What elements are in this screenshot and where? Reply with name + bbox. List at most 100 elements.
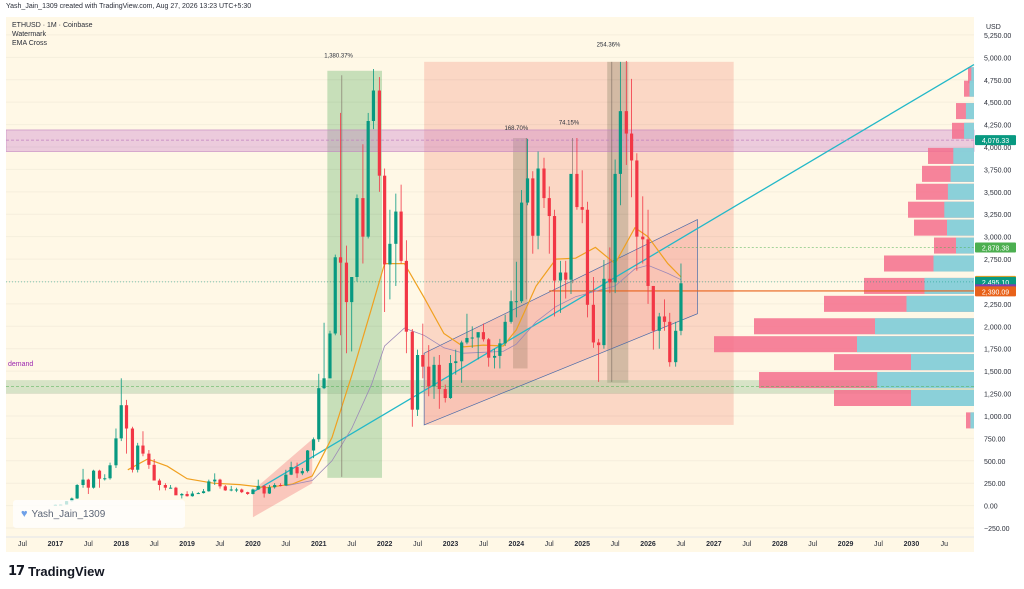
price-tick-label: 3,000.00 [984, 235, 1011, 242]
price-tag-label: 2,495.10 [982, 280, 1009, 287]
time-tick-label: Jul [676, 541, 685, 548]
candle-body [618, 111, 622, 174]
candle-body [404, 260, 408, 332]
volume-profile-bar-up [933, 255, 974, 272]
candle-body [421, 355, 425, 367]
candle-body [624, 111, 628, 134]
price-tick-label: 3,750.00 [984, 167, 1011, 174]
price-tick-label: 2,250.00 [984, 302, 1011, 309]
candle-body [130, 428, 135, 470]
volume-profile-bar-up [875, 318, 974, 335]
price-tag-label: 2,390.09 [982, 289, 1009, 296]
candle-body [262, 485, 266, 494]
candle-body [141, 445, 145, 454]
tradingview-logo[interactable]: 17 TradingView [8, 562, 104, 580]
measure-percent-label: 74.15% [559, 121, 580, 127]
volume-profile-bar-up [969, 80, 974, 97]
candle-body [394, 211, 398, 244]
volume-profile-bar-up [947, 183, 974, 200]
watermark-indicator-label: Watermark [12, 31, 46, 38]
candle-body [157, 480, 162, 485]
candle-body [273, 485, 277, 488]
time-tick-label: Jul [611, 541, 620, 548]
price-tick-label: 3,500.00 [984, 190, 1011, 197]
price-tick-label: 4,750.00 [984, 78, 1011, 85]
candle-body [147, 453, 151, 465]
candle-body [169, 487, 173, 489]
candle-body [333, 257, 337, 334]
time-tick-label: 2026 [640, 541, 656, 548]
chart-caption: Yash_Jain_1309 created with TradingView.… [6, 3, 252, 10]
candle-body [251, 489, 255, 494]
price-tick-label: 3,250.00 [984, 212, 1011, 219]
candle-body [668, 321, 672, 363]
time-tick-label: 2024 [509, 541, 525, 548]
candle-body [81, 479, 85, 485]
author-watermark-text: Yash_Jain_1309 [31, 508, 106, 520]
volume-profile-bar-up [956, 237, 974, 254]
price-tick-label: 2,750.00 [984, 257, 1011, 264]
candle-body [207, 481, 211, 492]
candle-body [344, 262, 349, 303]
time-tick-label: 2022 [377, 541, 393, 548]
volume-profile-bar-up [947, 219, 974, 236]
time-tick-label: Jul [545, 541, 554, 548]
volume-profile-bar-up [924, 277, 974, 294]
price-tick-label: 5,000.00 [984, 55, 1011, 62]
candle-body [246, 492, 250, 494]
candle-body [86, 479, 90, 488]
time-tick-label: Ju [941, 541, 949, 548]
candle-body [465, 337, 469, 343]
volume-profile-bar-up [950, 165, 974, 182]
candle-body [503, 321, 507, 344]
candle-body [234, 489, 239, 491]
price-tag-badge [975, 242, 1016, 253]
candle-body [432, 364, 436, 387]
candle-body [114, 438, 118, 466]
volume-profile-bar-up [857, 336, 974, 353]
time-tick-label: 2028 [772, 541, 788, 548]
ema-series-line [127, 226, 682, 489]
measure-percent-label: 168.70% [504, 126, 528, 132]
time-tick-label: 2021 [311, 541, 327, 548]
price-tag-badge [975, 286, 1016, 297]
time-tick-label: Jul [808, 541, 817, 548]
price-tick-label: 4,000.00 [984, 145, 1011, 152]
candle-body [97, 470, 102, 479]
candle-body [213, 479, 217, 482]
volume-profile-bar-up [944, 201, 974, 218]
candle-body [547, 198, 551, 217]
candle-body [388, 243, 392, 265]
candle-body [520, 202, 524, 302]
candle-body [284, 474, 288, 486]
candle-body [443, 389, 447, 399]
candle-body [383, 175, 387, 265]
price-tag-label: 4,076.33 [982, 138, 1009, 145]
trend-channel-main [423, 219, 698, 426]
time-tick-label: 2019 [179, 541, 195, 548]
candle-body [399, 211, 403, 261]
time-tick-label: Jul [742, 541, 751, 548]
candle-body [70, 498, 74, 502]
time-tick-label: 2023 [443, 541, 459, 548]
volume-profile-bar [968, 67, 974, 84]
candle-body [410, 331, 414, 410]
candle-body [597, 342, 601, 346]
candle-body [240, 489, 244, 493]
candle-body [366, 121, 370, 237]
candle-body [350, 277, 354, 303]
candle-body [295, 467, 299, 474]
measure-percent-label: 1,380.37% [324, 53, 353, 59]
candle-body [174, 487, 178, 496]
volume-profile-bar-up [877, 372, 974, 389]
price-chart[interactable]: 1,380.37% 168.70% 74.15% 254.36% demand −250… [6, 17, 1018, 552]
candle-body [267, 487, 272, 494]
tradingview-logo-icon: 17 [8, 563, 25, 579]
price-tick-label: −250.00 [984, 526, 1010, 533]
candle-body [311, 439, 316, 451]
demand-zone-label: demand [8, 361, 33, 368]
price-tick-label: 750.00 [984, 436, 1006, 443]
price-tick-label: 1,750.00 [984, 347, 1011, 354]
candle-body [289, 467, 293, 475]
ema-cross-indicator-label: EMA Cross [12, 40, 48, 47]
